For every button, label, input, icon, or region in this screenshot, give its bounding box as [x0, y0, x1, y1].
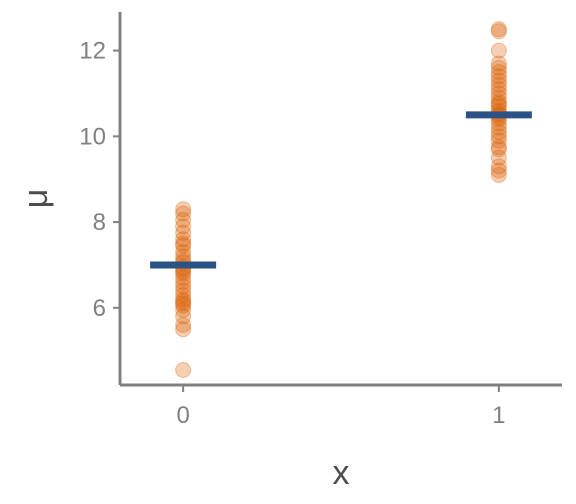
data-point — [175, 237, 192, 254]
data-point — [490, 166, 507, 183]
data-point — [490, 21, 507, 38]
y-tick-label: 6 — [93, 295, 106, 322]
axes-layer — [118, 12, 562, 387]
data-point — [175, 321, 192, 338]
data-point — [175, 211, 192, 228]
data-point — [490, 119, 507, 136]
data-point — [175, 286, 192, 303]
data-point — [490, 85, 507, 102]
data-point — [175, 235, 192, 252]
data-point — [490, 162, 507, 179]
data-point — [175, 297, 192, 314]
data-point — [490, 72, 507, 89]
data-point — [175, 295, 192, 312]
data-point — [490, 59, 507, 76]
y-tick-label: 12 — [79, 38, 106, 65]
data-point — [490, 128, 507, 145]
data-point — [490, 76, 507, 93]
y-tick-label: 8 — [93, 209, 106, 236]
data-point — [175, 244, 192, 261]
data-point — [175, 282, 192, 299]
data-point — [175, 316, 192, 333]
data-point — [490, 81, 507, 98]
data-point — [490, 55, 507, 72]
data-point — [175, 205, 192, 222]
data-point — [175, 278, 192, 295]
data-point — [490, 139, 507, 156]
data-point — [175, 274, 192, 291]
data-point — [175, 293, 192, 310]
data-point — [175, 224, 192, 241]
data-point — [490, 42, 507, 59]
means-layer — [150, 111, 532, 269]
data-point — [490, 149, 507, 166]
x-tick-label: 1 — [492, 402, 505, 429]
data-point — [490, 64, 507, 81]
data-point — [490, 141, 507, 158]
data-point — [490, 158, 507, 175]
data-point — [490, 89, 507, 106]
data-point — [490, 132, 507, 149]
data-point — [175, 201, 192, 218]
points-layer — [175, 21, 507, 378]
data-point — [490, 68, 507, 85]
data-point — [175, 218, 192, 235]
data-point — [175, 361, 192, 378]
data-point — [175, 269, 192, 286]
data-point — [175, 291, 192, 308]
y-axis-title: μ — [17, 189, 55, 209]
data-point — [490, 23, 507, 40]
data-point — [175, 308, 192, 325]
x-tick-label: 0 — [176, 402, 189, 429]
data-point — [490, 94, 507, 111]
data-point — [175, 231, 192, 248]
ticks-layer: 6 8 10 12 0 1 — [79, 38, 505, 429]
y-tick-label: 10 — [79, 123, 106, 150]
data-point — [175, 301, 192, 318]
x-axis-title: x — [333, 454, 350, 492]
data-point — [490, 124, 507, 141]
